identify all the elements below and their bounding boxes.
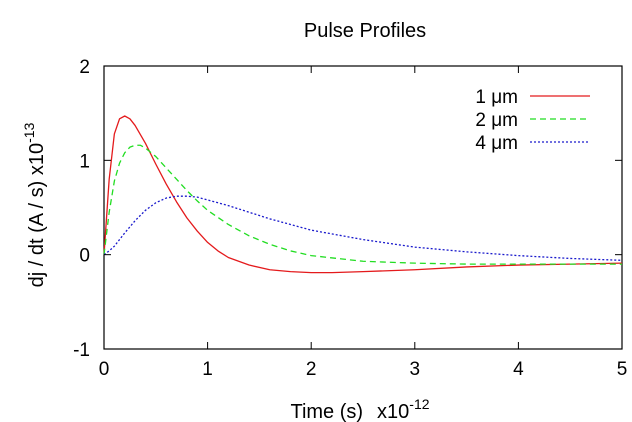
x-axis-ticks: 0 1 2 3 4 5 <box>99 66 628 380</box>
series-layer <box>103 115 623 274</box>
chart-title: Pulse Profiles <box>304 20 426 42</box>
y-tick-label: 0 <box>79 246 90 267</box>
y-axis-ticks: -1 0 1 2 <box>73 57 622 361</box>
y-axis-title: dj / dt (A / s) x10-13 <box>21 122 48 287</box>
legend-label-1: 1 μm <box>475 87 518 108</box>
x-tick-label: 0 <box>99 359 110 380</box>
legend-label-2: 2 μm <box>475 110 518 131</box>
plot-border <box>103 65 623 350</box>
x-tick-label: 1 <box>202 359 213 380</box>
x-tick-label: 5 <box>617 359 628 380</box>
y-tick-label: -1 <box>73 340 90 361</box>
x-tick-label: 4 <box>513 359 524 380</box>
legend: 1 μm2 μm4 μm <box>475 87 590 154</box>
legend-label-3: 4 μm <box>475 133 518 154</box>
x-tick-label: 3 <box>410 359 421 380</box>
y-tick-label: 1 <box>79 151 90 172</box>
series-line-1 <box>103 115 623 274</box>
plot-frame <box>103 65 623 350</box>
x-tick-label: 2 <box>306 359 317 380</box>
series-line-3 <box>103 195 623 261</box>
series-line-2 <box>103 144 622 265</box>
y-tick-label: 2 <box>79 57 90 78</box>
x-axis-title: Time (s) x10-12 <box>290 396 429 422</box>
